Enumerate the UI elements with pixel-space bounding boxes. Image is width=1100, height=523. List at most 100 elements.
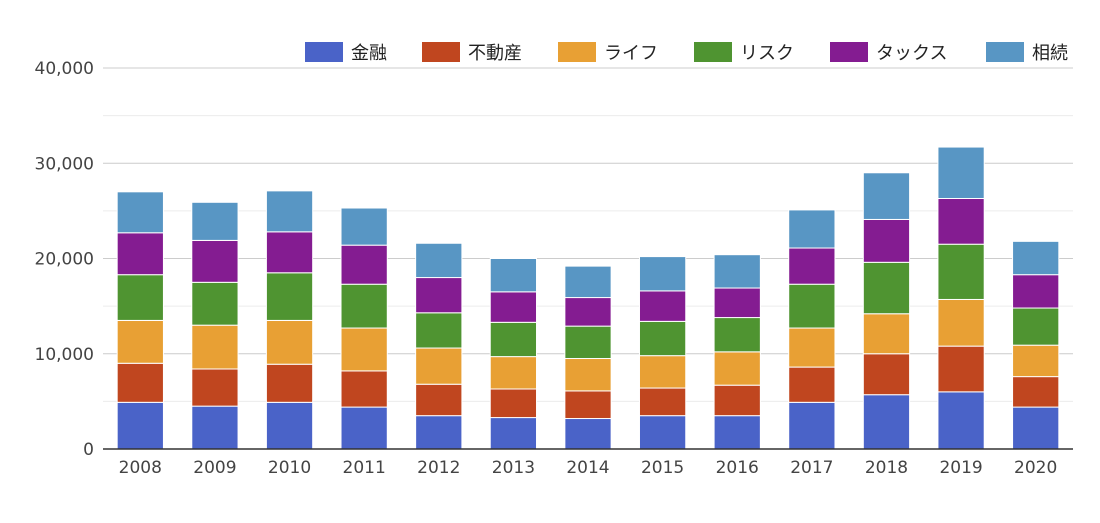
x-tick-label: 2010 bbox=[268, 458, 311, 478]
x-tick-label: 2015 bbox=[641, 458, 684, 478]
bar-segment bbox=[116, 319, 164, 364]
bar-segment bbox=[116, 232, 164, 276]
bar-segment bbox=[415, 277, 463, 314]
bar-segment bbox=[788, 401, 836, 450]
bar-segment bbox=[638, 355, 687, 389]
x-tick-label: 2020 bbox=[1014, 458, 1057, 478]
bar-segment bbox=[489, 417, 538, 450]
bar-segment bbox=[1012, 240, 1060, 276]
bar-segment bbox=[415, 415, 463, 450]
bar-segment bbox=[265, 231, 314, 274]
bar-segment bbox=[713, 384, 761, 417]
bar-segment bbox=[713, 351, 761, 386]
bar-segment bbox=[638, 290, 687, 322]
bar-segment bbox=[116, 191, 164, 234]
bar-segment bbox=[937, 298, 985, 347]
bar-segment bbox=[564, 418, 612, 450]
bar-segment bbox=[415, 347, 463, 385]
bar-segment bbox=[713, 254, 761, 289]
bar-segment bbox=[191, 324, 239, 370]
axes: 0 10,000 20,000 30,000 40,000 2008 2009 2010 201… bbox=[35, 59, 1073, 478]
legend-swatch bbox=[986, 42, 1024, 62]
x-tick-label: 2013 bbox=[492, 458, 535, 478]
bar-segment bbox=[564, 390, 612, 420]
x-tick-label: 2017 bbox=[790, 458, 833, 478]
bar-segment bbox=[564, 325, 612, 360]
bar-segment bbox=[713, 415, 761, 450]
bar-segment bbox=[638, 320, 687, 357]
bar-segment bbox=[788, 247, 836, 285]
bar-segment bbox=[489, 388, 538, 419]
bar-segment bbox=[564, 297, 612, 327]
x-tick-label: 2019 bbox=[939, 458, 982, 478]
bar-segment bbox=[788, 366, 836, 403]
legend-swatch bbox=[558, 42, 596, 62]
bar-segment bbox=[788, 209, 836, 249]
y-tick-label: 20,000 bbox=[35, 250, 94, 270]
bar-segment bbox=[340, 406, 388, 450]
bar-segment bbox=[415, 242, 463, 279]
bar-segment bbox=[862, 172, 911, 220]
bar-segment bbox=[937, 345, 985, 393]
bar-segment bbox=[415, 383, 463, 417]
y-tick-label: 30,000 bbox=[35, 154, 94, 174]
legend-swatch bbox=[830, 42, 868, 62]
legend-swatch bbox=[422, 42, 460, 62]
bar-segment bbox=[862, 313, 911, 355]
bar-segment bbox=[265, 401, 314, 450]
bar-segment bbox=[265, 319, 314, 365]
legend-swatch bbox=[694, 42, 732, 62]
legend-label: 不動産 bbox=[468, 43, 522, 64]
legend-label: タックス bbox=[876, 43, 947, 64]
bar-segment bbox=[937, 197, 985, 245]
bar-segment bbox=[340, 207, 388, 246]
bar-segment bbox=[638, 415, 687, 450]
x-tick-label: 2016 bbox=[716, 458, 759, 478]
legend-label: リスク bbox=[740, 43, 794, 64]
bar-segment bbox=[937, 243, 985, 300]
bar-segment bbox=[489, 258, 538, 293]
bar-segment bbox=[489, 356, 538, 390]
x-tick-label: 2009 bbox=[193, 458, 236, 478]
bar-segment bbox=[1012, 406, 1060, 450]
bar-segment bbox=[564, 265, 612, 299]
bar-segment bbox=[638, 256, 687, 292]
bar-segment bbox=[713, 317, 761, 353]
bar-segment bbox=[862, 394, 911, 450]
bar-segment bbox=[1012, 307, 1060, 346]
bar-segment bbox=[564, 358, 612, 392]
bar-segment bbox=[638, 387, 687, 417]
bar-segment bbox=[862, 353, 911, 396]
bar-segment bbox=[937, 391, 985, 450]
bar-segment bbox=[191, 281, 239, 326]
bar-segment bbox=[191, 201, 239, 241]
bar-segment bbox=[788, 283, 836, 329]
y-tick-label: 0 bbox=[83, 440, 94, 460]
bar-segment bbox=[265, 272, 314, 321]
bar-segment bbox=[265, 190, 314, 233]
x-tick-label: 2008 bbox=[119, 458, 162, 478]
x-tick-label: 2014 bbox=[566, 458, 609, 478]
bar-segment bbox=[340, 283, 388, 329]
legend-label: ライフ bbox=[604, 43, 658, 64]
bar-segment bbox=[415, 312, 463, 349]
y-tick-label: 10,000 bbox=[35, 345, 94, 365]
bar-segment bbox=[862, 218, 911, 263]
bar-segment bbox=[116, 401, 164, 450]
bar-segment bbox=[265, 363, 314, 403]
bar-segment bbox=[1012, 344, 1060, 378]
legend-label: 相続 bbox=[1032, 43, 1068, 64]
bars bbox=[116, 146, 1060, 450]
legend-label: 金融 bbox=[351, 43, 387, 64]
bar-segment bbox=[862, 261, 911, 315]
bar-segment bbox=[1012, 376, 1060, 408]
bar-segment bbox=[340, 370, 388, 408]
bar-segment bbox=[1012, 274, 1060, 309]
bar-segment bbox=[191, 405, 239, 450]
y-tick-label: 40,000 bbox=[35, 59, 94, 79]
x-tick-label: 2018 bbox=[865, 458, 908, 478]
bar-segment bbox=[191, 368, 239, 407]
bar-segment bbox=[116, 274, 164, 321]
